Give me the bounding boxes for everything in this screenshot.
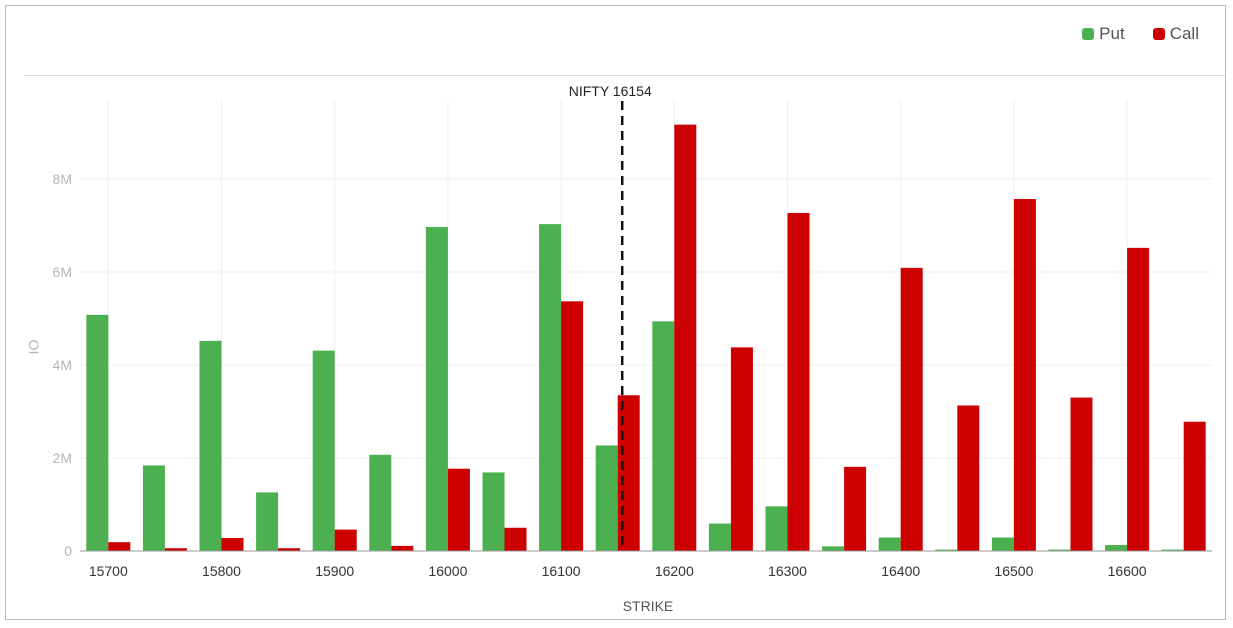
bar-put[interactable] xyxy=(822,546,845,551)
bar-put[interactable] xyxy=(1105,544,1128,551)
bar-put[interactable] xyxy=(312,350,335,551)
bar-call[interactable] xyxy=(1013,199,1036,551)
x-tick-label: 16500 xyxy=(994,563,1033,579)
legend-item-call[interactable]: Call xyxy=(1152,24,1199,44)
y-tick-label: 8M xyxy=(53,171,72,187)
bars xyxy=(86,124,1206,552)
bar-call[interactable] xyxy=(447,468,470,551)
x-tick-label: 15700 xyxy=(89,563,128,579)
legend-label-put: Put xyxy=(1099,24,1125,43)
legend-item-put[interactable]: Put xyxy=(1082,24,1125,44)
header-divider xyxy=(24,75,1225,76)
bar-call[interactable] xyxy=(504,527,527,551)
x-tick-label: 16600 xyxy=(1108,563,1147,579)
bar-put[interactable] xyxy=(1048,549,1071,551)
bar-call[interactable] xyxy=(730,347,753,551)
bar-call[interactable] xyxy=(278,548,301,551)
x-axis-ticks: 15700 15800 15900 16000 16100 16200 16300 16400… xyxy=(89,563,1147,579)
bar-call[interactable] xyxy=(561,301,584,551)
bar-call[interactable] xyxy=(334,529,357,551)
bar-call[interactable] xyxy=(844,466,867,551)
bar-call[interactable] xyxy=(900,267,923,551)
bar-put[interactable] xyxy=(539,224,562,551)
bar-put[interactable] xyxy=(425,226,448,552)
bar-call[interactable] xyxy=(674,124,697,551)
y-tick-label: 6M xyxy=(53,264,72,280)
x-tick-label: 16000 xyxy=(428,563,467,579)
bar-call[interactable] xyxy=(1070,397,1093,551)
x-tick-label: 15900 xyxy=(315,563,354,579)
x-tick-label: 16100 xyxy=(542,563,581,579)
y-tick-label: 0 xyxy=(64,543,72,559)
bar-put[interactable] xyxy=(256,492,279,551)
bar-put[interactable] xyxy=(199,340,222,551)
bar-put[interactable] xyxy=(708,523,731,551)
y-tick-label: 4M xyxy=(53,357,72,373)
legend: Put Call xyxy=(1082,24,1199,44)
y-tick-label: 2M xyxy=(53,450,72,466)
bar-put[interactable] xyxy=(482,472,505,551)
bar-call[interactable] xyxy=(108,542,131,551)
x-axis-title: STRIKE xyxy=(623,598,674,614)
bar-put[interactable] xyxy=(991,537,1014,551)
x-tick-label: 15800 xyxy=(202,563,241,579)
legend-label-call: Call xyxy=(1169,24,1199,43)
bar-put[interactable] xyxy=(1161,549,1184,551)
bar-call[interactable] xyxy=(957,405,980,551)
bar-put[interactable] xyxy=(142,465,165,551)
legend-swatch-put xyxy=(1082,28,1095,40)
bar-put[interactable] xyxy=(878,537,901,551)
x-tick-label: 16300 xyxy=(768,563,807,579)
bar-call[interactable] xyxy=(787,212,810,551)
bar-put[interactable] xyxy=(595,445,618,551)
x-tick-label: 16400 xyxy=(881,563,920,579)
bar-put[interactable] xyxy=(369,454,392,551)
bar-call[interactable] xyxy=(1183,421,1206,551)
bar-put[interactable] xyxy=(765,506,788,551)
spot-marker-label: NIFTY 16154 xyxy=(569,83,652,99)
bar-put[interactable] xyxy=(86,314,109,551)
bar-call[interactable] xyxy=(221,537,244,551)
grid xyxy=(80,100,1212,551)
bar-call[interactable] xyxy=(391,545,414,551)
y-axis-ticks: 0 2M 4M 6M 8M xyxy=(53,171,73,559)
bar-call[interactable] xyxy=(164,548,187,551)
legend-swatch-call xyxy=(1152,28,1165,40)
y-axis-title: OI xyxy=(26,340,42,355)
x-tick-label: 16200 xyxy=(655,563,694,579)
bar-put[interactable] xyxy=(935,549,958,551)
bar-put[interactable] xyxy=(652,321,675,551)
bar-call[interactable] xyxy=(1127,247,1150,551)
